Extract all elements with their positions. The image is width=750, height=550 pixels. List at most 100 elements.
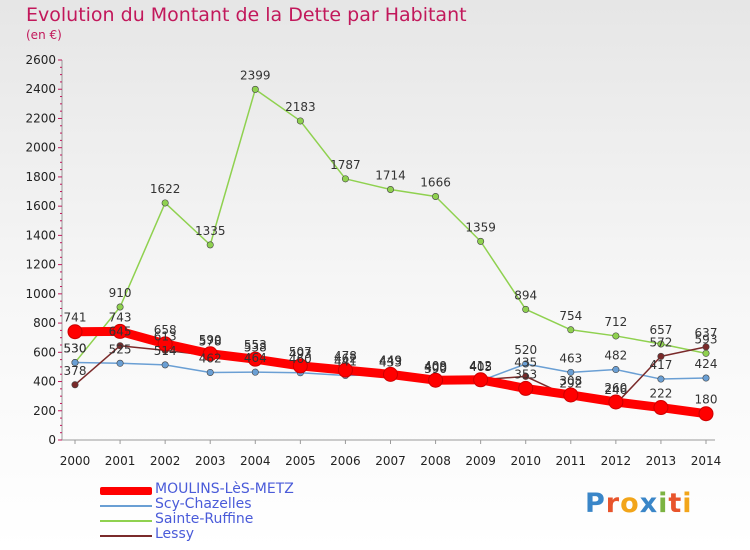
data-point [612,366,620,374]
x-tick-label: 2003 [195,454,226,468]
proxiti-logo: Proxiti [585,488,693,519]
chart-title: Evolution du Montant de la Dette par Hab… [26,4,467,26]
data-point [202,346,218,362]
data-label: 514 [154,344,177,358]
y-tick-label: 800 [33,316,56,330]
data-label: 462 [199,351,222,365]
data-point [161,199,169,207]
data-point [522,360,530,368]
logo-letter: P [585,488,606,519]
data-label: 462 [334,351,357,365]
data-point [251,85,259,93]
data-label: 424 [695,357,718,371]
data-label: 449 [379,353,402,367]
data-point [247,351,263,367]
data-label: 530 [64,342,87,356]
y-tick-label: 1800 [25,170,56,184]
data-label: 538 [244,340,267,354]
data-point [386,185,394,193]
legend-swatch [100,505,152,507]
data-label: 2399 [240,68,271,82]
y-tick-label: 0 [48,433,56,447]
data-point [702,374,710,382]
data-labels: 530 910 1622 1335 2399 2183 1787 1714 1666 1359 89… [64,68,718,406]
y-tick-label: 1600 [25,199,56,213]
data-label: 449 [379,353,402,367]
data-label: 435 [514,355,537,369]
data-label: 525 [109,342,132,356]
data-label: 400 [424,361,447,375]
data-label: 441 [334,355,357,369]
x-tick-label: 2005 [285,454,316,468]
data-label: 412 [469,359,492,373]
data-point [428,372,444,388]
data-point [608,394,624,410]
data-label: 353 [514,367,537,381]
legend-label: Sainte-Ruffine [155,511,254,527]
legend-swatch [100,487,152,495]
data-point [657,352,665,360]
data-point [71,381,79,389]
legend-swatch [100,520,152,522]
data-point [567,368,575,376]
data-point [657,375,665,383]
data-label: 590 [199,333,222,347]
data-label: 180 [695,393,718,407]
data-point [292,358,308,374]
data-label: 222 [649,387,672,401]
data-label: 657 [649,323,672,337]
x-tick-label: 2004 [240,454,271,468]
x-tick-label: 2009 [465,454,496,468]
data-point [116,342,124,350]
data-label: 390 [424,362,447,376]
data-label: 433 [379,356,402,370]
logo-letter: o [620,488,640,519]
x-tick-label: 2012 [601,454,632,468]
legend-swatch [100,535,152,537]
y-tick-label: 2000 [25,141,56,155]
x-tick-label: 2014 [691,454,722,468]
logo-letter: t [668,488,683,519]
data-label: 412 [469,359,492,373]
data-label: 658 [154,323,177,337]
data-point [206,368,214,376]
data-label: 260 [604,381,627,395]
data-point [522,372,530,380]
x-tick-label: 2010 [510,454,541,468]
logo-letter: x [639,488,659,519]
data-point [653,400,669,416]
data-point [473,372,489,388]
data-label: 246 [604,383,627,397]
x-tick-label: 2008 [420,454,451,468]
data-label: 1714 [375,168,406,182]
data-label: 743 [109,310,132,324]
data-point [702,343,710,351]
data-point [71,359,79,367]
data-label: 417 [649,358,672,372]
data-label: 482 [604,349,627,363]
data-label: 493 [289,347,312,361]
data-label: 613 [154,329,177,343]
data-label: 712 [604,315,627,329]
y-tick-label: 2400 [25,82,56,96]
data-label: 1335 [195,224,226,238]
data-label: 593 [695,332,718,346]
legend-label: Lessy [155,526,195,542]
y-tick-label: 1000 [25,287,56,301]
logo-letter: r [605,488,621,519]
data-point [612,332,620,340]
unit-label: (en €) [26,28,62,42]
data-label: 520 [514,343,537,357]
data-label: 637 [695,326,718,340]
data-label: 910 [109,286,132,300]
y-tick-label: 2200 [25,111,56,125]
data-point [161,361,169,369]
logo-letter: i [682,488,693,519]
data-label: 754 [559,309,582,323]
data-label: 463 [559,351,582,365]
data-label: 1359 [465,220,496,234]
legend-label: MOULINS-LèS-METZ [155,481,294,497]
data-label: 530 [64,342,87,356]
